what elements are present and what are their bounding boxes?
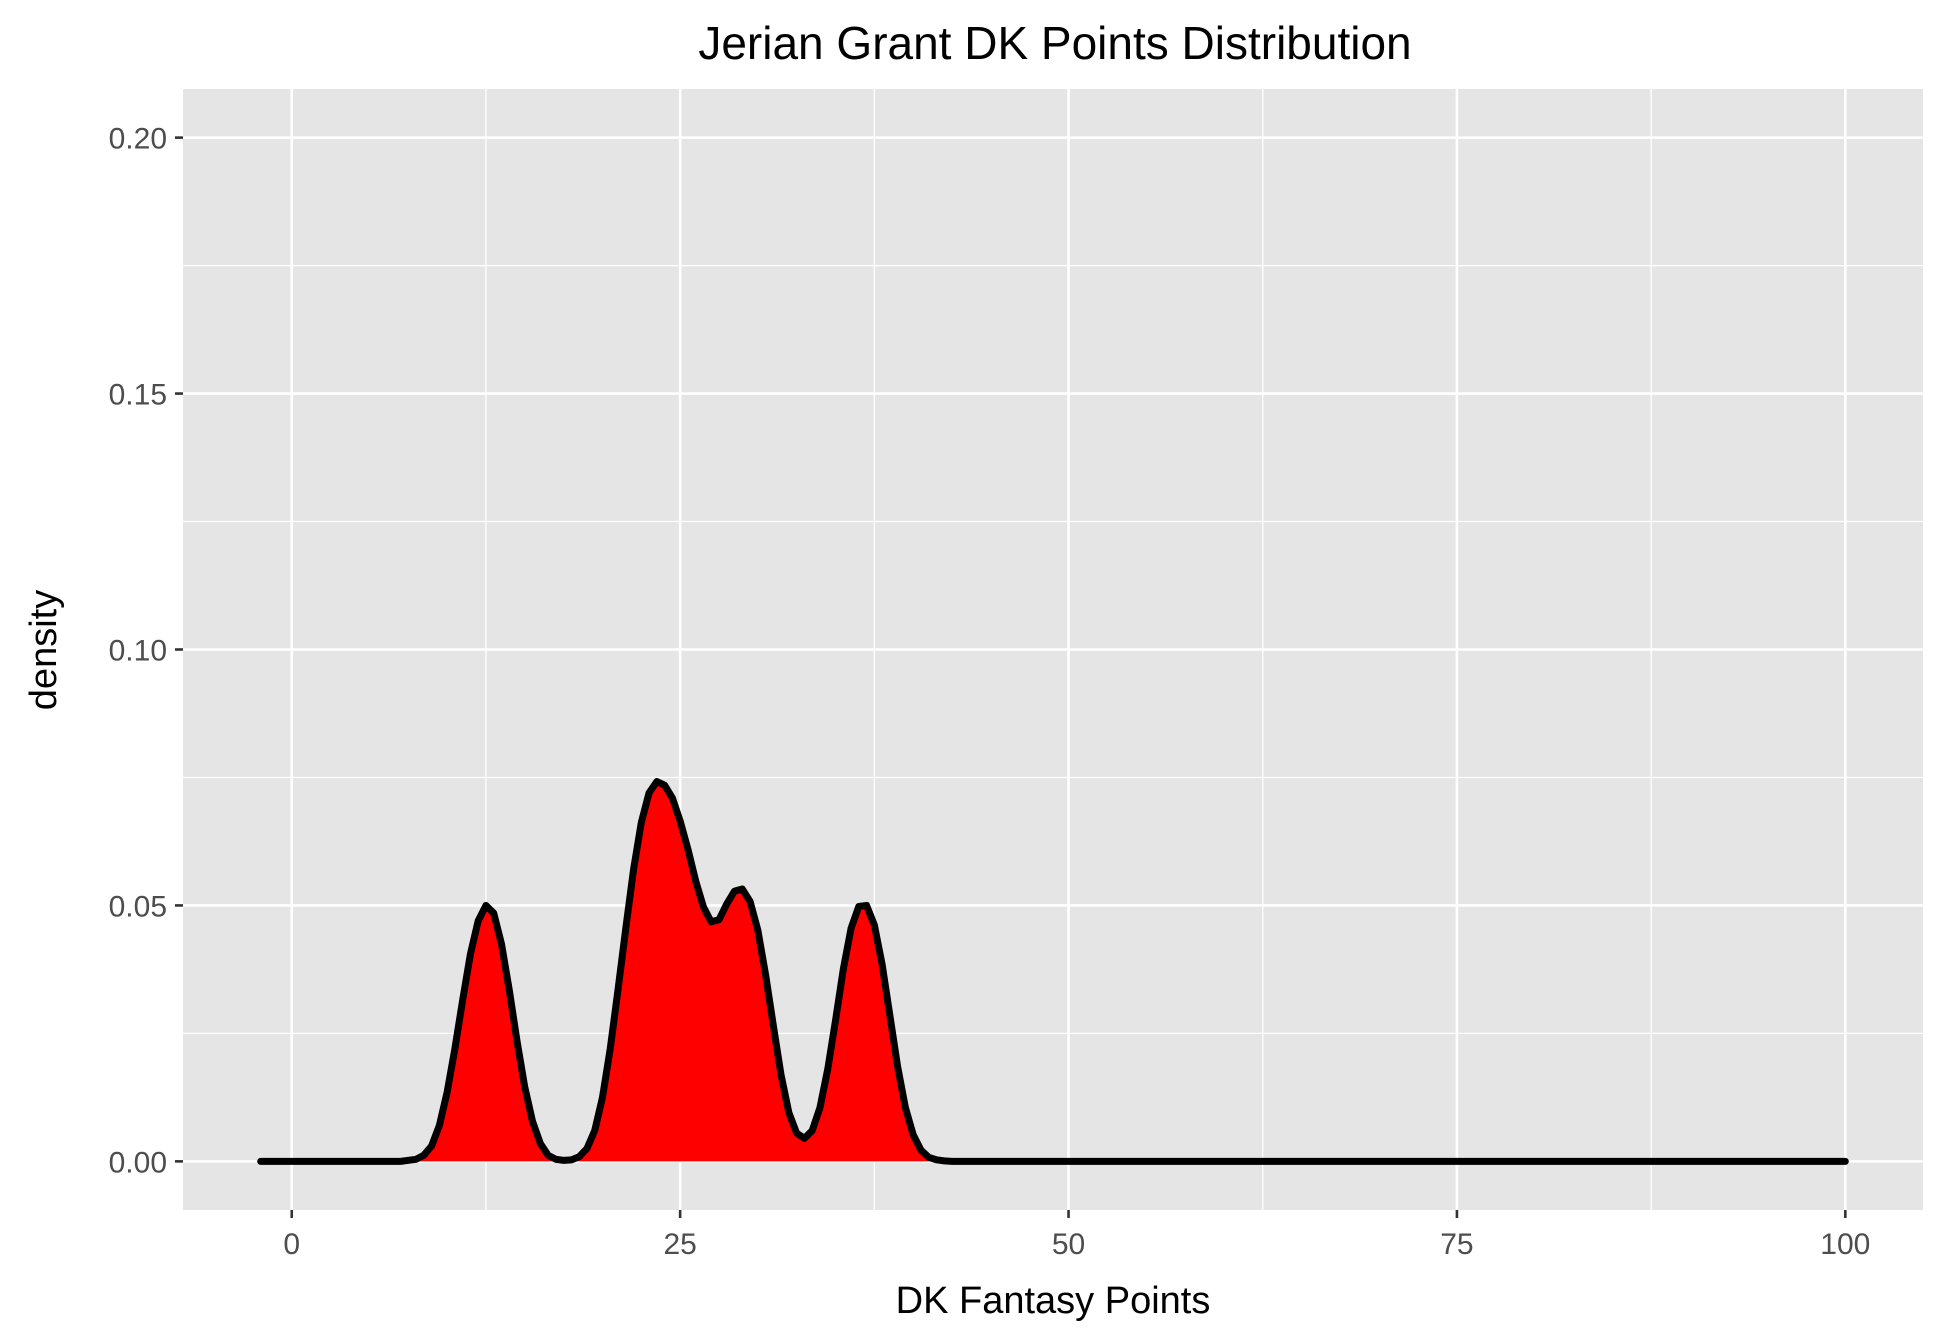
density-line	[257, 778, 1849, 1165]
density-area	[260, 781, 1846, 1162]
y-tick-label: 0.10	[109, 635, 167, 668]
x-tick-label: 25	[663, 1228, 696, 1261]
x-tick-label: 50	[1052, 1228, 1085, 1261]
x-tick-label: 0	[283, 1228, 300, 1261]
y-axis: 0.00 0.05 0.10 0.15 0.20	[109, 123, 183, 1179]
x-axis: 0 25 50 75 100	[283, 1210, 1870, 1261]
y-tick-label: 0.05	[109, 890, 167, 923]
y-axis-title: density	[23, 590, 65, 710]
x-tick-label: 75	[1440, 1228, 1473, 1261]
x-tick-label: 100	[1820, 1228, 1870, 1261]
y-tick-label: 0.15	[109, 379, 167, 412]
y-tick-label: 0.20	[109, 123, 167, 156]
x-axis-title: DK Fantasy Points	[896, 1280, 1211, 1322]
chart-title: Jerian Grant DK Points Distribution	[698, 17, 1411, 69]
y-tick-label: 0.00	[109, 1146, 167, 1179]
